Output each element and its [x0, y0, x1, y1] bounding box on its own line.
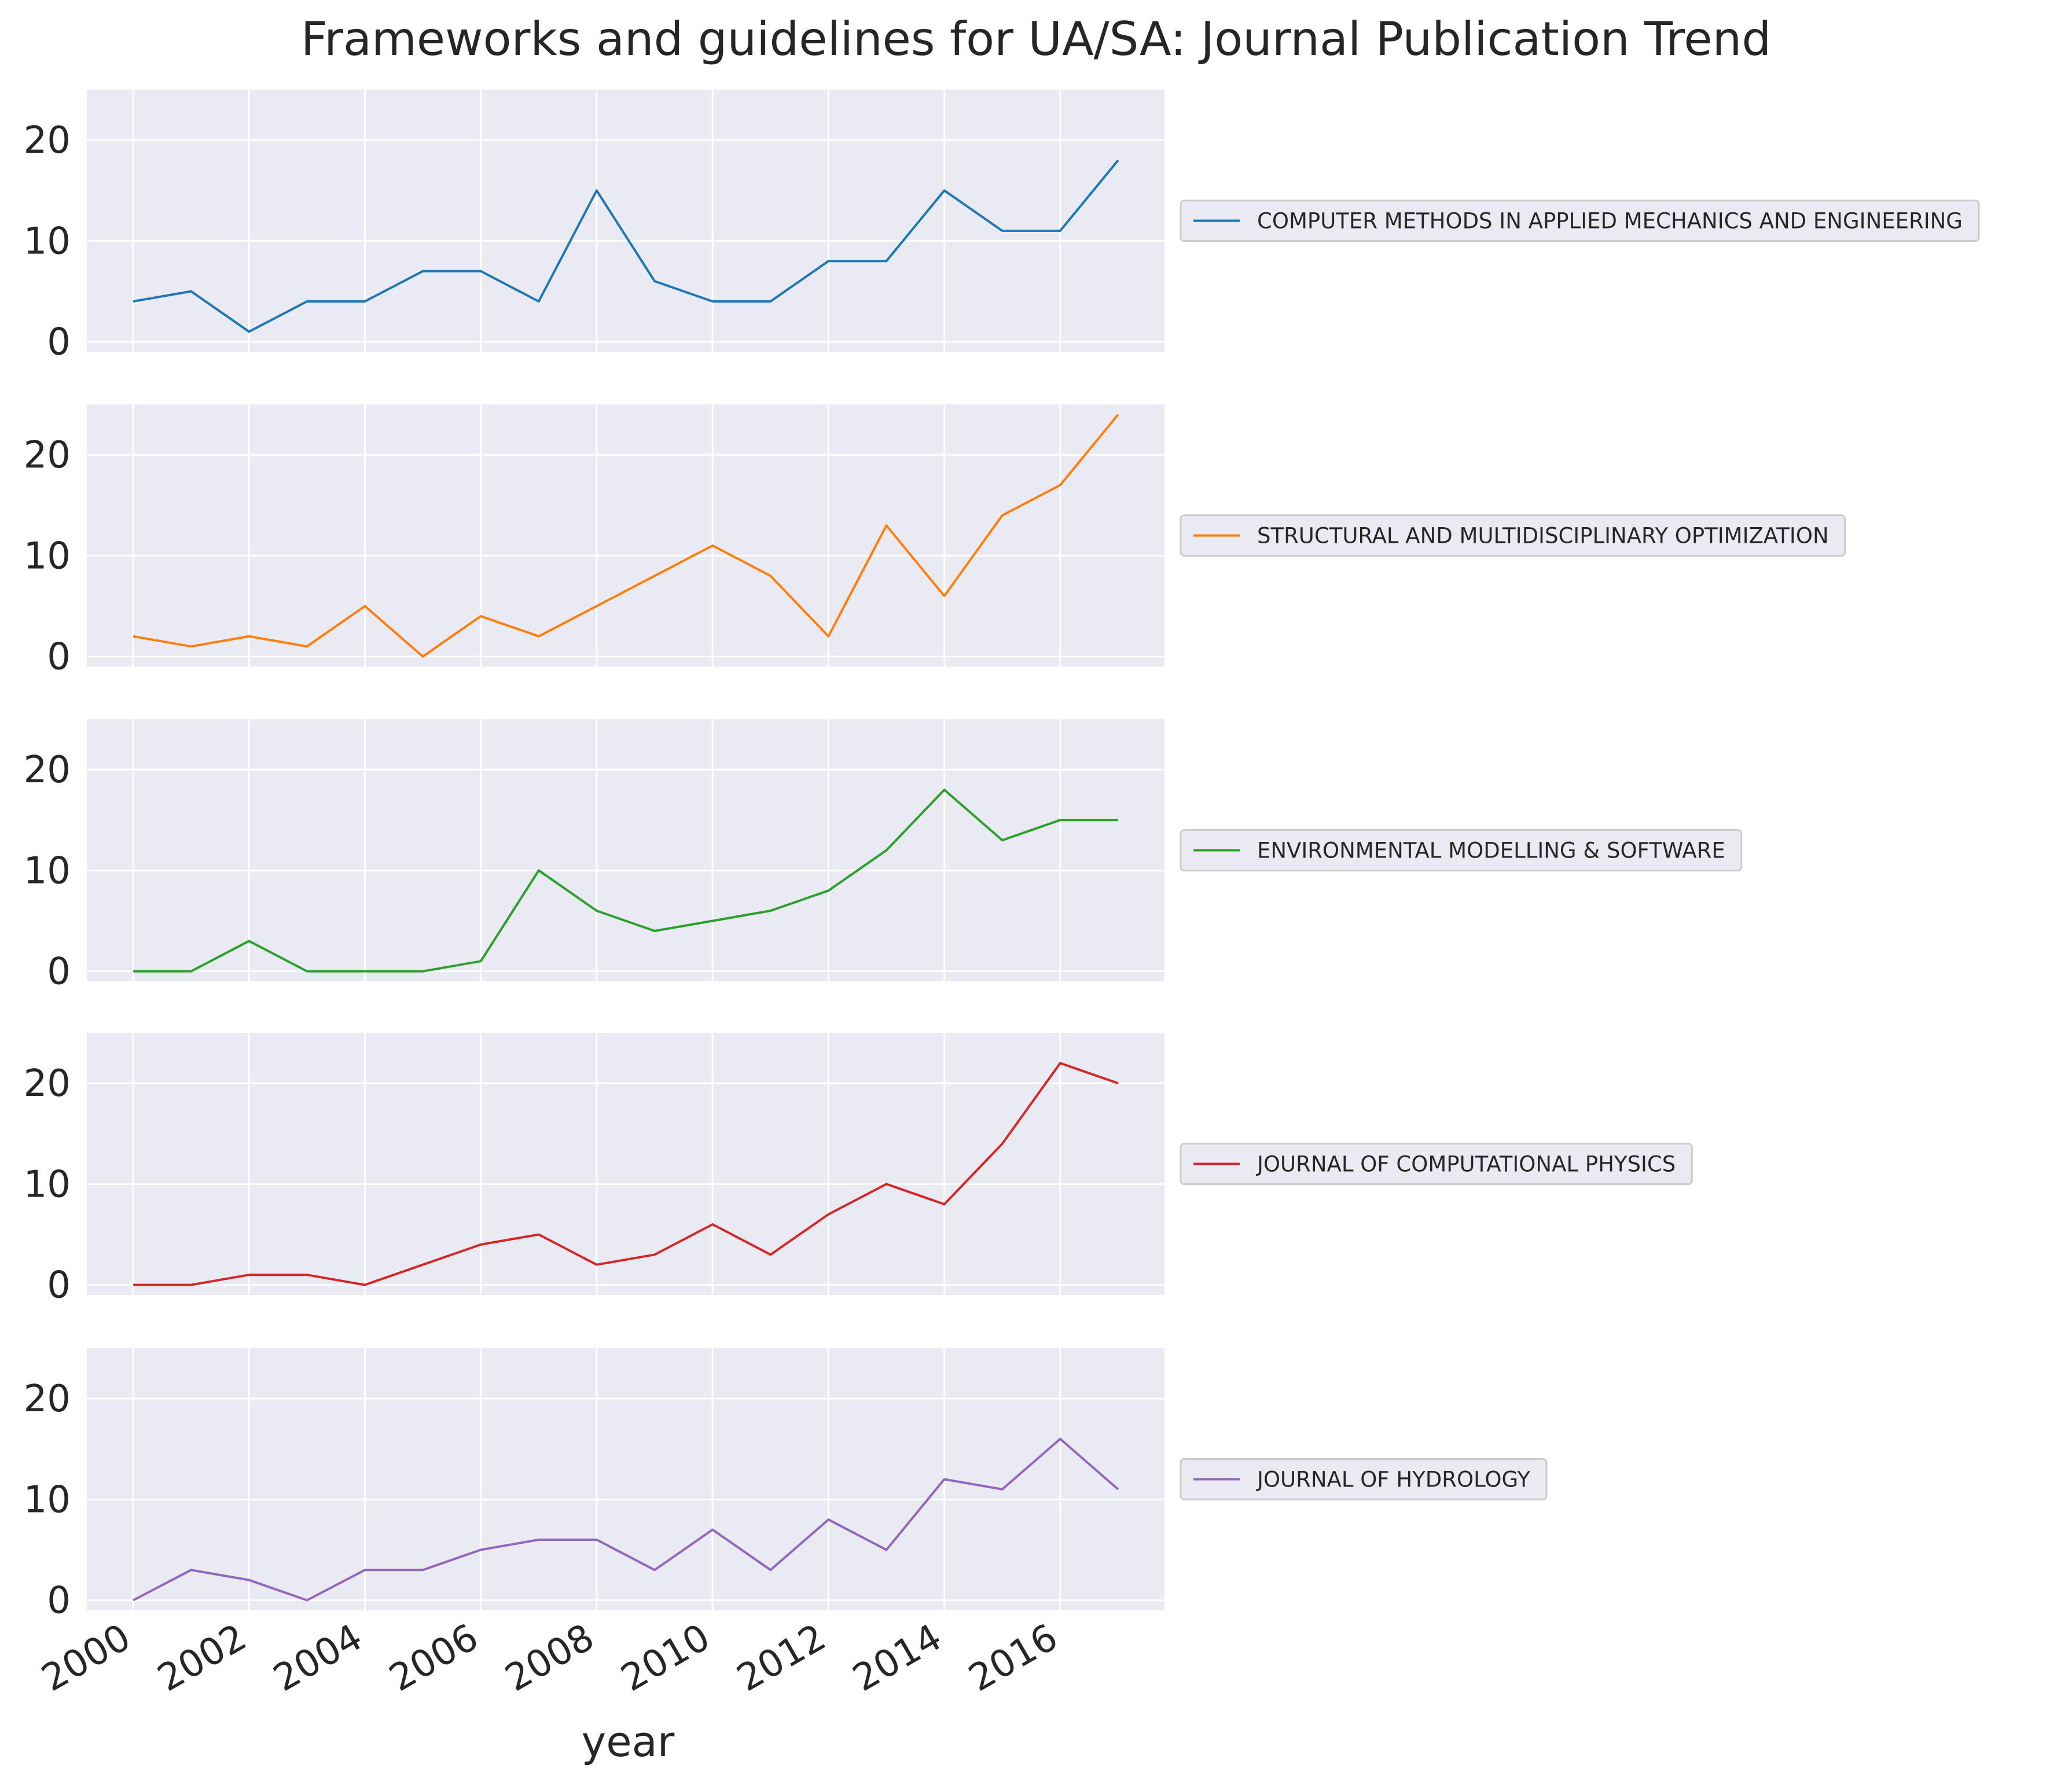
legend-label: STRUCTURAL AND MULTIDISCIPLINARY OPTIMIZ… [1257, 524, 1829, 549]
y-tick-label: 10 [24, 220, 71, 263]
y-tick-label: 0 [47, 321, 71, 364]
chart-title: Frameworks and guidelines for UA/SA: Jou… [301, 12, 1771, 66]
y-tick-label: 10 [24, 1478, 71, 1521]
panel-4: 0 10 20 JOURNAL OF COMPUTATIONAL PHYSICS [24, 1033, 1693, 1307]
x-tick-label: 2002 [150, 1616, 254, 1701]
panel-background [87, 1348, 1164, 1610]
y-tick-label: 20 [24, 749, 71, 792]
legend-box [1180, 829, 1743, 871]
x-tick-label: 2008 [498, 1616, 601, 1701]
y-tick-label: 10 [24, 849, 71, 892]
y-tick-label: 10 [24, 1163, 71, 1206]
y-tick-label: 0 [47, 951, 71, 993]
y-tick-label: 20 [24, 119, 71, 162]
series-line [133, 159, 1119, 333]
y-tick-label: 20 [24, 434, 71, 477]
series-line [133, 789, 1118, 973]
panel-background [87, 719, 1164, 981]
legend-label: COMPUTER METHODS IN APPLIED MECHANICS AN… [1257, 209, 1963, 234]
legend-box [1180, 514, 1846, 557]
y-tick-label: 20 [24, 1062, 71, 1105]
panel-background [87, 1033, 1164, 1295]
x-tick-label: 2006 [383, 1616, 486, 1701]
series-line [133, 414, 1119, 658]
legend-label: ENVIRONMENTAL MODELLING & SOFTWARE [1257, 838, 1725, 863]
legend: JOURNAL OF HYDROLOGY [1180, 1458, 1548, 1500]
legend-box [1180, 200, 1980, 242]
x-tick-label: 2010 [614, 1616, 717, 1701]
legend: JOURNAL OF COMPUTATIONAL PHYSICS [1180, 1143, 1693, 1185]
y-tick-label: 0 [47, 636, 71, 679]
x-tick-label: 2014 [846, 1616, 949, 1701]
y-tick-label: 10 [24, 535, 71, 577]
legend: COMPUTER METHODS IN APPLIED MECHANICS AN… [1180, 200, 1980, 242]
y-tick-label: 0 [47, 1264, 71, 1307]
x-tick-label: 2016 [962, 1616, 1065, 1701]
panel-2: 0 10 20 STRUCTURAL AND MULTIDISCIPLINARY OP… [24, 404, 1846, 679]
x-tick-label: 2012 [730, 1616, 833, 1701]
legend-box [1180, 1143, 1693, 1185]
legend: ENVIRONMENTAL MODELLING & SOFTWARE [1180, 829, 1743, 871]
series-line [133, 1437, 1119, 1602]
panel-background [87, 404, 1164, 667]
panel-background [87, 90, 1164, 352]
legend-label: JOURNAL OF HYDROLOGY [1256, 1467, 1530, 1492]
y-tick-label: 0 [47, 1580, 71, 1622]
legend: STRUCTURAL AND MULTIDISCIPLINARY OPTIMIZ… [1180, 514, 1846, 557]
panel-5: 0 10 20 JOURNAL OF HYDROLOGY [24, 1348, 1548, 1622]
panel-3: 0 10 20 ENVIRONMENTAL MODELLING & SOFTWARE [24, 719, 1743, 993]
x-tick-label: 2000 [35, 1616, 138, 1701]
x-tick-label: 2004 [266, 1616, 369, 1701]
legend-box [1180, 1458, 1548, 1500]
panel-1: 0 10 20 COMPUTER METHODS IN APPLIED MECHANI… [24, 90, 1980, 364]
x-axis-label: year [582, 1717, 675, 1766]
y-tick-label: 20 [24, 1378, 71, 1421]
legend-label: JOURNAL OF COMPUTATIONAL PHYSICS [1256, 1152, 1676, 1177]
series-line [133, 1062, 1119, 1286]
